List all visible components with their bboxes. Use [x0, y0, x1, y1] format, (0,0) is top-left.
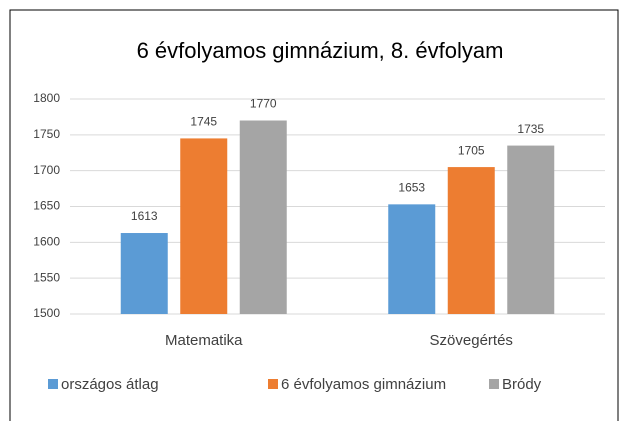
data-label: 1613 — [131, 209, 158, 223]
bar — [239, 120, 287, 314]
bar — [120, 233, 168, 314]
bar — [180, 138, 228, 314]
legend-label: országos átlag — [61, 376, 159, 393]
data-label: 1735 — [517, 122, 544, 136]
x-tick-label: Matematika — [165, 332, 243, 349]
legend-swatch — [268, 379, 278, 389]
legend-swatch — [48, 379, 58, 389]
y-tick-label: 1550 — [33, 270, 60, 284]
legend-label: Bródy — [502, 376, 542, 393]
y-tick-label: 1800 — [33, 91, 60, 105]
data-label: 1745 — [190, 115, 217, 129]
data-label: 1705 — [458, 143, 485, 157]
y-tick-label: 1650 — [33, 199, 60, 213]
data-label: 1653 — [398, 181, 425, 195]
x-tick-label: Szövegértés — [430, 332, 513, 349]
y-tick-label: 1700 — [33, 163, 60, 177]
chart-title: 6 évfolyamos gimnázium, 8. évfolyam — [137, 38, 504, 63]
data-label: 1770 — [250, 97, 277, 111]
bar — [447, 167, 495, 314]
y-tick-label: 1600 — [33, 235, 60, 249]
chart-border — [9, 9, 619, 421]
bar — [388, 204, 436, 314]
legend-swatch — [489, 379, 499, 389]
y-tick-label: 1500 — [33, 306, 60, 320]
y-tick-label: 1750 — [33, 127, 60, 141]
bar — [507, 145, 555, 314]
legend-label: 6 évfolyamos gimnázium — [281, 376, 446, 393]
